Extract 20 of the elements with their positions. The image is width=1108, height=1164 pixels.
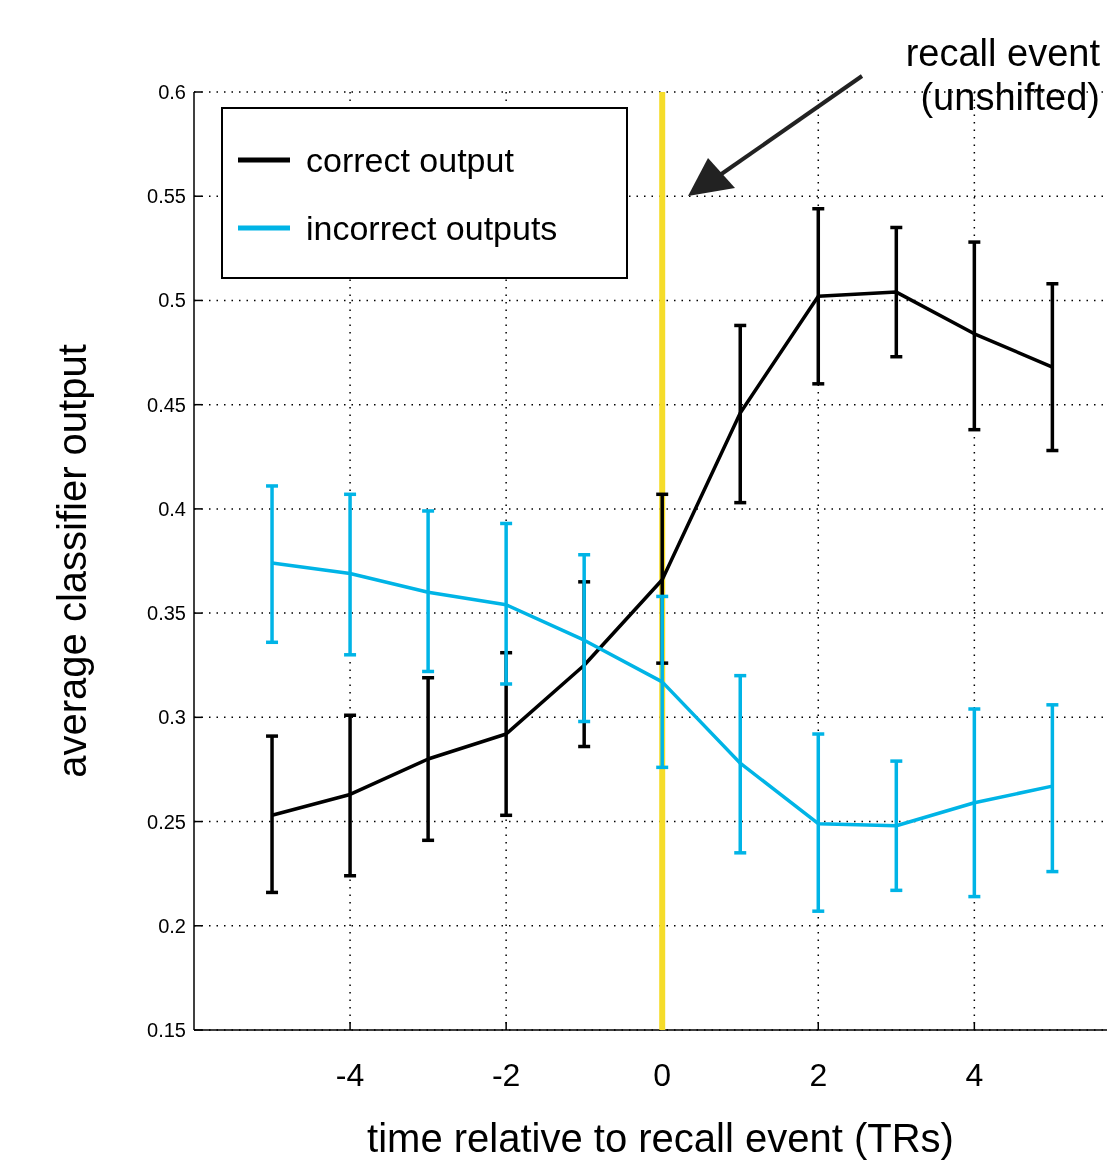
y-tick-label: 0.25: [147, 810, 186, 833]
x-tick-label: -4: [335, 1057, 365, 1093]
y-tick-label: 0.2: [158, 914, 186, 937]
x-axis-title: time relative to recall event (TRs): [367, 1116, 954, 1160]
legend-label: incorrect outputs: [306, 208, 558, 247]
x-tick-label: 0: [653, 1057, 672, 1093]
x-tick-label: -2: [491, 1057, 521, 1093]
y-tick-label: 0.6: [158, 81, 186, 103]
y-tick-label: 0.3: [158, 706, 186, 729]
y-tick-label: 0.5: [158, 289, 186, 312]
y-tick-label: 0.35: [147, 602, 186, 625]
y-tick-label: 0.4: [158, 497, 186, 520]
y-tick-label: 0.15: [147, 1019, 186, 1041]
y-tick-label: 0.45: [147, 393, 186, 416]
annotation: recall event (unshifted): [905, 32, 1101, 118]
x-tick-label: 4: [965, 1057, 984, 1093]
legend-label: correct output: [306, 140, 515, 179]
y-axis-title: average classifier output: [50, 344, 94, 778]
x-tick-label: 2: [809, 1057, 828, 1093]
y-tick-label: 0.55: [147, 185, 186, 208]
